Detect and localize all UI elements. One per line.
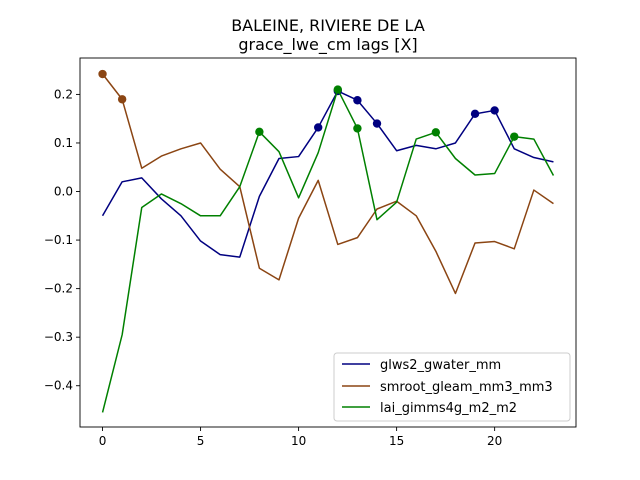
y-tick-label: −0.1 bbox=[44, 233, 73, 247]
data-point-smroot-gleam-mm3-mm3-x1 bbox=[117, 95, 127, 104]
y-tick-label: −0.4 bbox=[44, 379, 73, 393]
x-tick-label: 15 bbox=[389, 434, 404, 448]
plot-area bbox=[98, 69, 555, 413]
data-point-glws2-gwater-mm-x14 bbox=[372, 119, 382, 128]
series-line-smroot-gleam-mm3-mm3 bbox=[101, 73, 554, 295]
axes: 0 5 10 15 20 −0.4 −0.3 −0.2 −0.1 0.0 0.1 0.2 bbox=[44, 57, 577, 448]
data-point-glws2-gwater-mm-x20 bbox=[490, 106, 499, 115]
data-point-lai-gimms4g-m2-m2-x21 bbox=[510, 132, 519, 141]
chart-subtitle: grace_lwe_cm lags [X] bbox=[238, 35, 417, 55]
data-point-lai-gimms4g-m2-m2-x13 bbox=[353, 124, 362, 133]
y-tick-label: −0.3 bbox=[44, 330, 73, 344]
x-tick-label: 10 bbox=[291, 434, 306, 448]
y-tick-label: 0.0 bbox=[54, 185, 73, 199]
axes-frame bbox=[79, 57, 577, 428]
x-tick-label: 20 bbox=[487, 434, 502, 448]
chart-title: BALEINE, RIVIERE DE LA bbox=[231, 16, 425, 35]
y-tick-label: 0.2 bbox=[54, 87, 73, 101]
data-point-lai-gimms4g-m2-m2-x17 bbox=[431, 128, 441, 137]
x-tick-label: 5 bbox=[197, 434, 205, 448]
data-point-smroot-gleam-mm3-mm3-x0 bbox=[98, 69, 107, 79]
y-tick-label: −0.2 bbox=[44, 282, 73, 296]
data-point-glws2-gwater-mm-x19 bbox=[470, 109, 480, 119]
data-point-lai-gimms4g-m2-m2-x8 bbox=[255, 127, 264, 136]
legend-label-glws2-gwater-mm: glws2_gwater_mm bbox=[380, 358, 501, 373]
legend: glws2_gwater_mm smroot_gleam_mm3_mm3 lai… bbox=[333, 352, 571, 422]
x-tick-label: 0 bbox=[99, 434, 107, 448]
legend-box bbox=[333, 352, 571, 422]
data-point-glws2-gwater-mm-x13 bbox=[353, 96, 362, 105]
y-tick-label: 0.1 bbox=[54, 136, 73, 150]
data-point-lai-gimms4g-m2-m2-x12 bbox=[333, 85, 343, 94]
series-line-lai-gimms4g-m2-m2 bbox=[101, 88, 555, 413]
legend-label-lai-gimms4g-m2-m2: lai_gimms4g_m2_m2 bbox=[380, 401, 517, 416]
data-point-glws2-gwater-mm-x11 bbox=[313, 123, 323, 132]
legend-label-smroot-gleam-mm3-mm3: smroot_gleam_mm3_mm3 bbox=[380, 380, 553, 395]
